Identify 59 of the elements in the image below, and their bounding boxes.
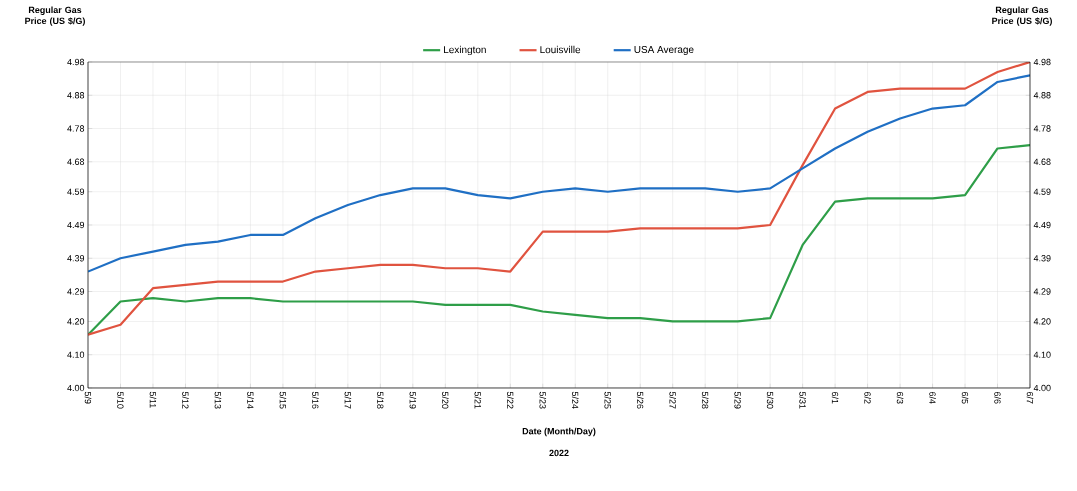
x-tick-label: 6/1 <box>831 391 839 404</box>
x-tick-label: 5/30 <box>766 391 774 409</box>
y2-tick-label: 4.20 <box>1033 318 1051 325</box>
x-tick-label: 5/20 <box>442 391 449 409</box>
x-tick-label: 6/5 <box>961 391 969 404</box>
y2-tick-label: 4.78 <box>1033 125 1051 132</box>
y2-tick-label: 4.88 <box>1033 92 1051 99</box>
legend-label: Louisville <box>540 45 581 54</box>
y-tick-label: 4.49 <box>67 221 85 229</box>
x-tick-label: 6/7 <box>1026 391 1034 404</box>
x-tick-label: 5/25 <box>604 391 612 409</box>
y-tick-label: 4.59 <box>67 188 85 195</box>
x-tick-label: 5/12 <box>182 391 189 409</box>
y-tick-label: 4.78 <box>67 125 85 132</box>
y-tick-label: 4.68 <box>67 158 85 165</box>
y2-tick-label: 4.10 <box>1033 351 1051 358</box>
y2-tick-label: 4.39 <box>1033 255 1051 262</box>
x-tick-label: 6/2 <box>864 391 871 404</box>
x-tick-label: 5/21 <box>474 391 482 409</box>
x-tick-label: 5/31 <box>799 391 806 409</box>
y2-tick-label: 4.98 <box>1033 58 1051 66</box>
x-tick-label: 5/26 <box>636 391 644 409</box>
y-tick-label: 4.29 <box>67 288 85 295</box>
y-tick-label: 4.00 <box>67 384 85 392</box>
x-tick-label: 5/22 <box>506 391 514 409</box>
x-tick-label: 5/16 <box>312 391 319 409</box>
x-axis-title: Date (Month/Day) <box>522 427 596 437</box>
y-tick-label: 4.10 <box>67 351 85 358</box>
y2-tick-label: 4.00 <box>1033 384 1051 392</box>
x-tick-label: 5/11 <box>149 391 157 408</box>
x-tick-label: 5/29 <box>734 391 741 409</box>
text: 2022 <box>549 449 569 457</box>
y-tick-label: 4.20 <box>67 318 85 325</box>
y-axis-title: Regular Gas Price (US $/G) <box>25 6 85 26</box>
y2-tick-label: 4.68 <box>1033 158 1051 165</box>
x-tick-label: 5/18 <box>377 391 384 409</box>
x-tick-label: 5/15 <box>279 391 287 409</box>
y2-tick-label: 4.49 <box>1033 221 1051 229</box>
x-tick-label: 5/10 <box>117 391 124 409</box>
x-tick-label: 5/13 <box>214 391 222 409</box>
y2-tick-label: 4.59 <box>1033 188 1051 195</box>
x-tick-label: 6/4 <box>929 391 936 404</box>
legend-label: USA Average <box>634 45 694 55</box>
legend-label: Lexington <box>444 45 486 56</box>
x-tick-label: 5/24 <box>571 391 579 409</box>
x-tick-label: 5/9 <box>84 391 92 404</box>
x-tick-label: 5/27 <box>669 391 676 409</box>
y2-axis-title: Regular Gas Price (US $/G) <box>992 6 1052 26</box>
x-tick-label: 5/19 <box>409 391 417 409</box>
y2-tick-label: 4.29 <box>1033 288 1051 295</box>
x-tick-label: 5/23 <box>539 391 547 409</box>
y-tick-label: 4.39 <box>67 255 85 262</box>
y-tick-label: 4.98 <box>67 58 85 66</box>
x-tick-label: 5/14 <box>247 391 254 409</box>
x-tick-label: 6/6 <box>994 391 1001 404</box>
x-tick-label: 6/3 <box>896 391 904 404</box>
x-tick-label: 5/17 <box>344 391 352 409</box>
y-tick-label: 4.88 <box>67 92 85 99</box>
x-tick-label: 5/28 <box>701 391 709 409</box>
